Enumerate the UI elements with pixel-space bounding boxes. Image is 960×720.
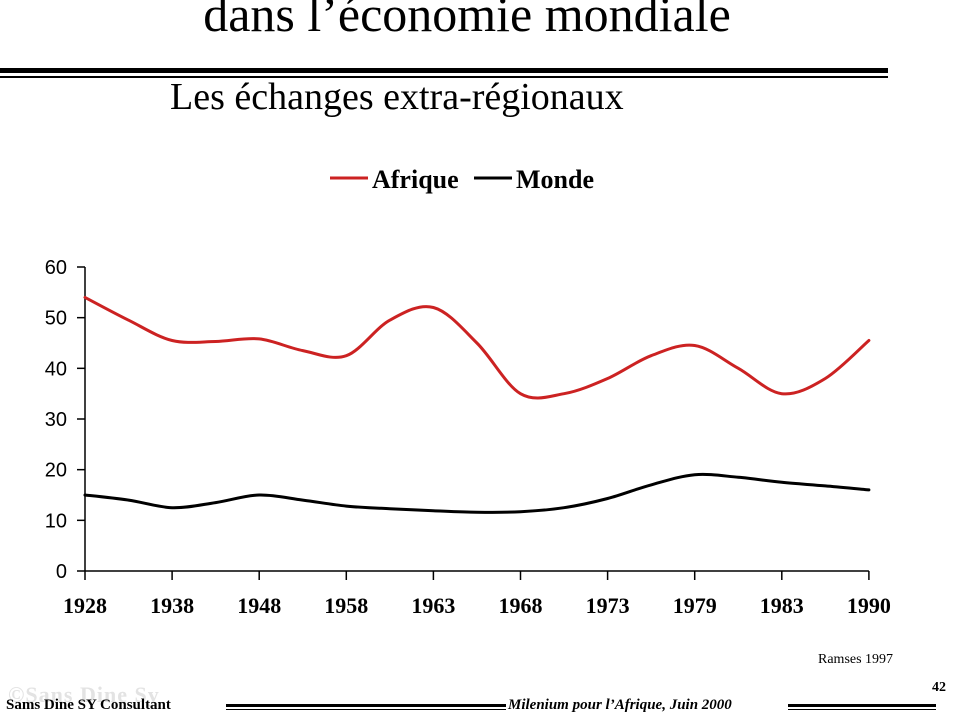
series-line-monde <box>83 472 871 514</box>
series-line-afrique <box>83 295 871 400</box>
x-tick-label: 1968 <box>499 593 543 618</box>
slide-subtitle: Les échanges extra-régionaux <box>170 76 624 118</box>
x-tick-label: 1983 <box>760 593 804 618</box>
legend-label-afrique: Afrique <box>372 165 459 194</box>
y-tick-label: 30 <box>45 409 67 431</box>
footer-rule-thin <box>226 709 506 710</box>
y-tick-label: 20 <box>45 460 67 482</box>
x-tick-label: 1948 <box>237 593 281 618</box>
y-tick-label: 10 <box>45 510 67 532</box>
page-number: 42 <box>932 680 946 695</box>
footer-event: Milenium pour l’Afrique, Juin 2000 <box>508 697 732 713</box>
y-tick-label: 50 <box>45 308 67 330</box>
title-rule-thick <box>0 68 888 73</box>
y-tick-label: 60 <box>45 257 67 279</box>
chart-source: Ramses 1997 <box>818 652 894 667</box>
y-tick-label: 40 <box>45 358 67 380</box>
x-tick-label: 1958 <box>324 593 368 618</box>
x-tick-label: 1928 <box>63 593 107 618</box>
y-tick-label: 0 <box>56 561 67 583</box>
x-tick-label: 1990 <box>847 593 891 618</box>
footer-rule <box>226 704 506 707</box>
slide-title: dans l’économie mondiale <box>203 0 731 42</box>
x-tick-label: 1979 <box>673 593 717 618</box>
footer-author: Sams Dine SY Consultant <box>6 697 171 713</box>
legend-label-monde: Monde <box>516 165 594 194</box>
x-tick-label: 1973 <box>586 593 630 618</box>
x-tick-label: 1938 <box>150 593 194 618</box>
watermark: ©Sans Dine Sy <box>8 682 160 707</box>
footer-rule-right-thin <box>788 709 936 710</box>
x-tick-label: 1963 <box>411 593 455 618</box>
footer-rule-right <box>788 704 936 707</box>
title-rule-thin <box>0 76 888 78</box>
